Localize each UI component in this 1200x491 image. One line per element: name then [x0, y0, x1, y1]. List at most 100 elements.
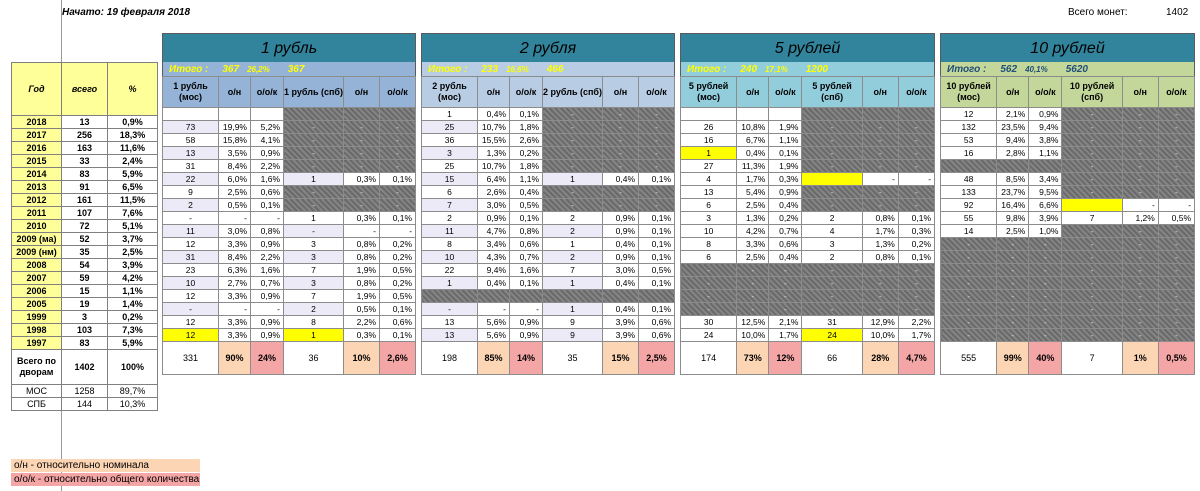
- itogo-value: 16,6%: [506, 64, 529, 74]
- block-cell: [343, 107, 380, 121]
- block-title: 10 рублей: [940, 33, 1195, 62]
- block-cell: 12: [162, 237, 219, 251]
- block-cell: -: [378, 198, 417, 212]
- block-cell: 0,1%: [509, 276, 543, 290]
- block-row: ------: [679, 289, 936, 303]
- block-cell: 1: [421, 107, 478, 121]
- block-cell: -: [861, 263, 899, 277]
- year-table-cell: 2015: [11, 154, 62, 168]
- block-cell: 2,2%: [897, 315, 936, 329]
- block-cell: 0,9%: [250, 328, 284, 342]
- block-cell: -: [638, 107, 675, 121]
- block-row: ------: [939, 250, 1196, 264]
- block-cell: 6,7%: [736, 133, 770, 147]
- year-table-cell: 2010: [11, 219, 62, 233]
- block-cell: 6,6%: [1028, 198, 1063, 212]
- block-cell: -: [897, 276, 936, 290]
- year-table-header-row: Год всего%: [11, 62, 158, 116]
- block-cell: 6: [679, 250, 738, 264]
- block-cell: -: [1157, 198, 1196, 212]
- block-cell: -: [218, 211, 251, 225]
- year-table-cell: 2,5%: [107, 245, 158, 259]
- block-cell: 3,9%: [602, 328, 639, 342]
- block-cell: -: [1061, 159, 1123, 173]
- year-table-row: 2011 107 7,6%: [11, 206, 158, 220]
- block-cell: -: [679, 276, 738, 290]
- block-cell: 7: [283, 263, 344, 277]
- block-row: 55 9,8% 3,9% 7 1,2% 0,5%: [939, 211, 1196, 225]
- block-cell: 0,5%: [378, 289, 417, 303]
- block-cell: 0,7%: [768, 224, 803, 238]
- block-cell: 3,0%: [477, 198, 510, 212]
- block-cell: [801, 107, 863, 121]
- block-row: 16 6,7% 1,1% - - -: [679, 133, 936, 147]
- block-row: 8 3,4% 0,6% 1 0,4% 0,1%: [421, 237, 675, 251]
- block-cell: 23: [162, 263, 219, 277]
- block-cell: 0,5%: [343, 302, 380, 316]
- block-cell: [477, 289, 510, 303]
- block-col-header: о/н: [477, 76, 510, 108]
- block-cell: 4,1%: [250, 133, 284, 147]
- year-table-cell: 18,3%: [107, 128, 158, 142]
- total-coins-label: Всего монет:: [1068, 7, 1128, 18]
- block-cell: 5,4%: [736, 185, 770, 199]
- block-cell: -: [250, 302, 284, 316]
- block-cell: 9,4%: [477, 263, 510, 277]
- block-cell: 0,4%: [602, 302, 639, 316]
- year-table-cell: 83: [61, 167, 108, 181]
- block-cell: 10: [162, 276, 219, 290]
- block-cell: 0,9%: [250, 289, 284, 303]
- block-cell: 3,3%: [218, 289, 251, 303]
- block-cell: 1,0%: [1028, 224, 1063, 238]
- block-cell: 2: [542, 250, 603, 264]
- block-cell: 8: [421, 237, 478, 251]
- block-cell: 2: [542, 224, 603, 238]
- block-total-cell: 40%: [1028, 341, 1063, 375]
- block-cell: -: [897, 185, 936, 199]
- block-cell: -: [861, 276, 899, 290]
- block-cell: 10,8%: [736, 120, 770, 134]
- block-cell: 2,6%: [509, 133, 543, 147]
- year-table-cell: 35: [61, 245, 108, 259]
- block-cell: 0,4%: [477, 276, 510, 290]
- block-row: 11 4,7% 0,8% 2 0,9% 0,1%: [421, 224, 675, 238]
- year-table-cell: 52: [61, 232, 108, 246]
- block-cell: -: [801, 198, 863, 212]
- block-cell: 0,9%: [250, 146, 284, 160]
- block-cell: -: [638, 133, 675, 147]
- block-cell: -: [1157, 289, 1196, 303]
- block-cell: -: [1061, 263, 1123, 277]
- block-cell: [939, 159, 998, 173]
- block-cell: 1,7%: [768, 328, 803, 342]
- block-cell: -: [638, 185, 675, 199]
- block-cell: [768, 107, 803, 121]
- block-row: 26 10,8% 1,9% - - -: [679, 120, 936, 134]
- block-cell: 8: [679, 237, 738, 251]
- block-cell: 0,1%: [638, 224, 675, 238]
- block-cell: 7: [1061, 211, 1123, 225]
- block-cell: 27: [679, 159, 738, 173]
- year-table-cell: 0,2%: [107, 310, 158, 324]
- block-cell: 0,2%: [768, 211, 803, 225]
- block-cell: -: [939, 276, 998, 290]
- block-cell: -: [1061, 289, 1123, 303]
- block-cell: -: [897, 263, 936, 277]
- block-cell: -: [283, 185, 344, 199]
- block-cell: 1,8%: [509, 120, 543, 134]
- block-cell: [638, 289, 675, 303]
- block-col-header: 2 рубль (спб): [542, 76, 603, 108]
- block-row: 48 8,5% 3,4% - - -: [939, 172, 1196, 186]
- block-cell: -: [801, 289, 863, 303]
- block-cell: -: [1121, 302, 1159, 316]
- block-cell: -: [421, 302, 478, 316]
- block-cell: -: [283, 198, 344, 212]
- block-cell: -: [542, 198, 603, 212]
- block-cell: 0,8%: [861, 211, 899, 225]
- block-cell: -: [1121, 198, 1159, 212]
- block-cell: 0,4%: [602, 237, 639, 251]
- block-cell: 1: [542, 237, 603, 251]
- block-cell: 13: [421, 315, 478, 329]
- block-cell: -: [1157, 263, 1196, 277]
- year-table-cell: 4,2%: [107, 271, 158, 285]
- block-cell: -: [283, 224, 344, 238]
